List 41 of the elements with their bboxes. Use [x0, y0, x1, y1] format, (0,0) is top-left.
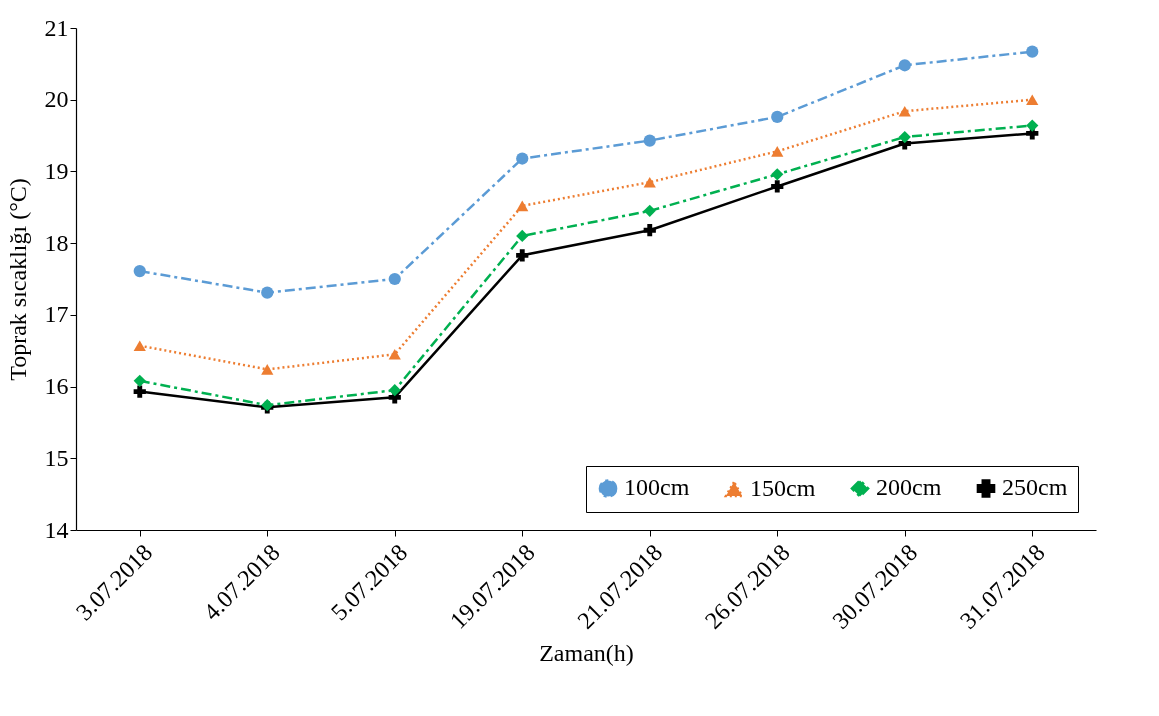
- point: [133, 265, 146, 278]
- point: [516, 249, 529, 262]
- y-tick-label: 17: [44, 301, 69, 328]
- point: [133, 340, 146, 351]
- y-tick-label: 15: [44, 444, 69, 471]
- y-tick-label: 18: [44, 229, 69, 256]
- point: [1026, 119, 1039, 132]
- y-tick-label: 19: [44, 157, 69, 184]
- point: [771, 168, 784, 181]
- point: [516, 229, 529, 243]
- legend-label: 150cm: [750, 475, 816, 501]
- point: [643, 134, 656, 147]
- y-tick-label: 16: [44, 373, 69, 400]
- y-tick-label: 14: [44, 516, 69, 543]
- point: [261, 286, 274, 299]
- point: [898, 59, 911, 72]
- point: [388, 384, 401, 397]
- point: [643, 204, 656, 217]
- point: [771, 146, 784, 157]
- point: [771, 110, 784, 124]
- x-axis-title: Zaman(h): [539, 639, 634, 666]
- point: [1026, 94, 1039, 106]
- point: [898, 130, 911, 144]
- legend-label: 100cm: [624, 474, 690, 501]
- y-tick-label: 21: [44, 14, 69, 41]
- point: [898, 105, 911, 117]
- point: [771, 180, 784, 193]
- legend-label: 250cm: [1002, 474, 1068, 501]
- y-axis-title: Toprak sıcaklığı (°C): [4, 178, 31, 381]
- point: [516, 200, 529, 212]
- point: [133, 374, 146, 387]
- point: [1026, 45, 1039, 58]
- point: [643, 176, 656, 188]
- point: [643, 224, 656, 237]
- point: [388, 349, 401, 360]
- legend-label: 200cm: [876, 474, 942, 501]
- point: [388, 272, 401, 286]
- point: [133, 385, 146, 398]
- point: [261, 364, 274, 375]
- y-tick-label: 20: [44, 86, 69, 113]
- point: [516, 152, 529, 165]
